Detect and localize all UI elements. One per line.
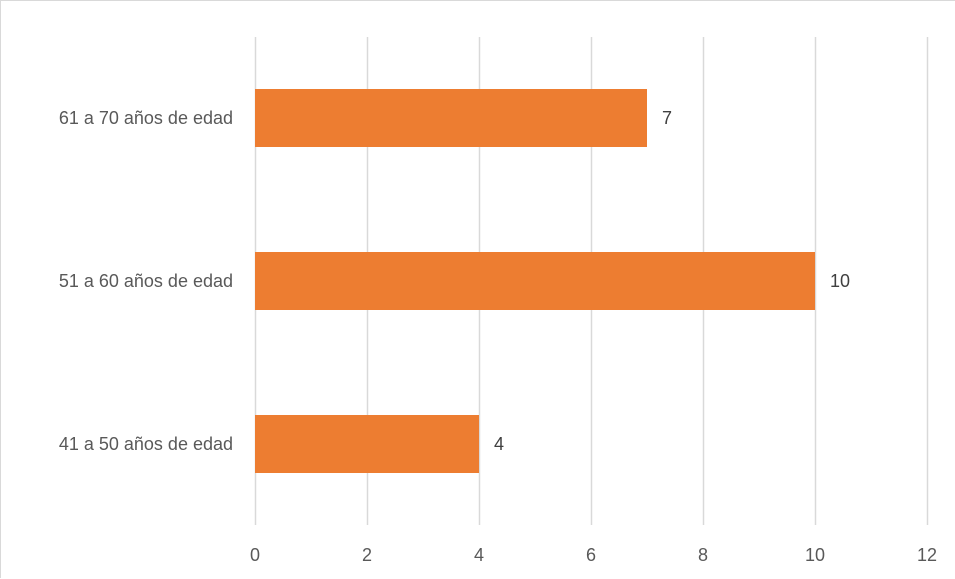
data-label: 7	[662, 108, 672, 128]
x-tick-label: 2	[362, 545, 372, 565]
category-labels: 61 a 70 años de edad 51 a 60 años de edad…	[59, 108, 233, 454]
x-tick-label: 6	[586, 545, 596, 565]
category-label: 41 a 50 años de edad	[59, 434, 233, 454]
data-label: 10	[830, 271, 850, 291]
x-tick-label: 10	[805, 545, 825, 565]
category-label: 51 a 60 años de edad	[59, 271, 233, 291]
bar	[255, 89, 647, 147]
x-axis-tick-labels: 0 2 4 6 8 10 12	[250, 545, 937, 565]
bar	[255, 252, 815, 310]
x-tick-label: 12	[917, 545, 937, 565]
bar	[255, 415, 479, 473]
data-labels: 7 10 4	[494, 108, 850, 454]
x-tick-label: 0	[250, 545, 260, 565]
data-label: 4	[494, 434, 504, 454]
bars	[255, 89, 815, 473]
x-tick-label: 8	[698, 545, 708, 565]
x-tick-label: 4	[474, 545, 484, 565]
category-label: 61 a 70 años de edad	[59, 108, 233, 128]
